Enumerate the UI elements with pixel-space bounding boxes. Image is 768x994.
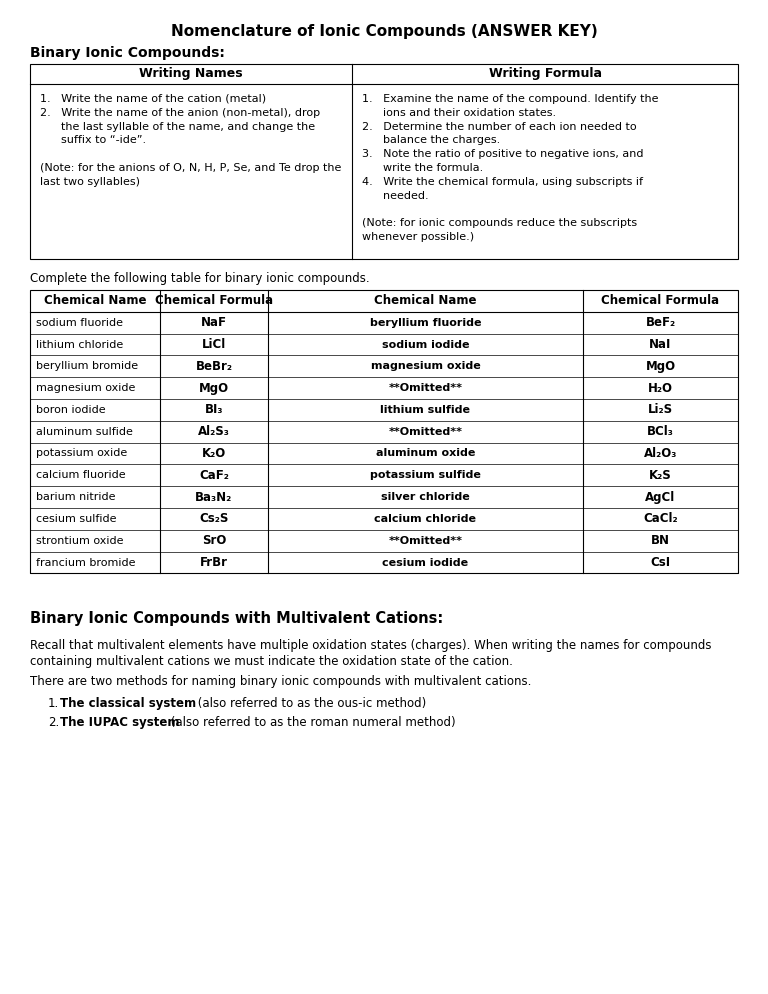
Text: beryllium bromide: beryllium bromide bbox=[36, 361, 138, 372]
Text: calcium fluoride: calcium fluoride bbox=[36, 470, 126, 480]
Text: **Omitted**: **Omitted** bbox=[389, 536, 462, 546]
Text: balance the charges.: balance the charges. bbox=[362, 135, 501, 145]
Text: strontium oxide: strontium oxide bbox=[36, 536, 124, 546]
Text: 2.   Determine the number of each ion needed to: 2. Determine the number of each ion need… bbox=[362, 121, 637, 131]
Text: AgCl: AgCl bbox=[645, 491, 676, 504]
Bar bbox=[30, 64, 738, 259]
Text: boron iodide: boron iodide bbox=[36, 405, 106, 414]
Text: magnesium oxide: magnesium oxide bbox=[371, 361, 480, 372]
Text: silver chloride: silver chloride bbox=[381, 492, 470, 502]
Text: NaI: NaI bbox=[649, 338, 672, 351]
Text: MgO: MgO bbox=[199, 382, 229, 395]
Text: cesium sulfide: cesium sulfide bbox=[36, 514, 117, 524]
Text: lithium sulfide: lithium sulfide bbox=[380, 405, 471, 414]
Text: (Note: for the anions of O, N, H, P, Se, and Te drop the: (Note: for the anions of O, N, H, P, Se,… bbox=[40, 163, 341, 173]
Text: Chemical Formula: Chemical Formula bbox=[601, 294, 720, 307]
Text: K₂O: K₂O bbox=[202, 447, 226, 460]
Text: SrO: SrO bbox=[202, 534, 227, 548]
Text: MgO: MgO bbox=[645, 360, 676, 373]
Text: barium nitride: barium nitride bbox=[36, 492, 115, 502]
Text: 1.   Examine the name of the compound. Identify the: 1. Examine the name of the compound. Ide… bbox=[362, 94, 659, 104]
Text: the last syllable of the name, and change the: the last syllable of the name, and chang… bbox=[40, 121, 315, 131]
Text: 2.   Write the name of the anion (non-metal), drop: 2. Write the name of the anion (non-meta… bbox=[40, 107, 320, 118]
Text: Al₂S₃: Al₂S₃ bbox=[198, 425, 230, 438]
Text: BN: BN bbox=[651, 534, 670, 548]
Text: **Omitted**: **Omitted** bbox=[389, 383, 462, 393]
Text: sodium iodide: sodium iodide bbox=[382, 340, 469, 350]
Text: There are two methods for naming binary ionic compounds with multivalent cations: There are two methods for naming binary … bbox=[30, 675, 531, 688]
Text: needed.: needed. bbox=[362, 191, 429, 201]
Text: CaF₂: CaF₂ bbox=[199, 469, 229, 482]
Text: The classical system: The classical system bbox=[60, 697, 196, 710]
Bar bbox=[30, 290, 738, 574]
Text: (Note: for ionic compounds reduce the subscripts: (Note: for ionic compounds reduce the su… bbox=[362, 219, 637, 229]
Text: lithium chloride: lithium chloride bbox=[36, 340, 123, 350]
Text: Nomenclature of Ionic Compounds (ANSWER KEY): Nomenclature of Ionic Compounds (ANSWER … bbox=[170, 24, 598, 39]
Text: cesium iodide: cesium iodide bbox=[382, 558, 468, 568]
Text: 1.   Write the name of the cation (metal): 1. Write the name of the cation (metal) bbox=[40, 94, 266, 104]
Text: write the formula.: write the formula. bbox=[362, 163, 483, 173]
Text: whenever possible.): whenever possible.) bbox=[362, 232, 475, 242]
Text: Writing Formula: Writing Formula bbox=[488, 68, 601, 81]
Text: K₂S: K₂S bbox=[649, 469, 672, 482]
Text: Chemical Name: Chemical Name bbox=[44, 294, 146, 307]
Text: BeF₂: BeF₂ bbox=[645, 316, 676, 329]
Text: Ba₃N₂: Ba₃N₂ bbox=[195, 491, 233, 504]
Text: BI₃: BI₃ bbox=[205, 404, 223, 416]
Text: Binary Ionic Compounds:: Binary Ionic Compounds: bbox=[30, 46, 225, 60]
Text: Chemical Name: Chemical Name bbox=[374, 294, 477, 307]
Text: ions and their oxidation states.: ions and their oxidation states. bbox=[362, 107, 556, 118]
Text: 1.: 1. bbox=[48, 697, 59, 710]
Text: (also referred to as the roman numeral method): (also referred to as the roman numeral m… bbox=[167, 716, 456, 729]
Text: H₂O: H₂O bbox=[648, 382, 673, 395]
Text: containing multivalent cations we must indicate the oxidation state of the catio: containing multivalent cations we must i… bbox=[30, 655, 513, 668]
Text: Writing Names: Writing Names bbox=[139, 68, 243, 81]
Text: 4.   Write the chemical formula, using subscripts if: 4. Write the chemical formula, using sub… bbox=[362, 177, 643, 187]
Text: Recall that multivalent elements have multiple oxidation states (charges). When : Recall that multivalent elements have mu… bbox=[30, 639, 711, 652]
Text: francium bromide: francium bromide bbox=[36, 558, 135, 568]
Text: magnesium oxide: magnesium oxide bbox=[36, 383, 135, 393]
Text: BCl₃: BCl₃ bbox=[647, 425, 674, 438]
Text: Chemical Formula: Chemical Formula bbox=[155, 294, 273, 307]
Text: Complete the following table for binary ionic compounds.: Complete the following table for binary … bbox=[30, 272, 369, 285]
Text: potassium sulfide: potassium sulfide bbox=[370, 470, 481, 480]
Text: Al₂O₃: Al₂O₃ bbox=[644, 447, 677, 460]
Text: Cs₂S: Cs₂S bbox=[200, 512, 229, 526]
Text: FrBr: FrBr bbox=[200, 556, 228, 569]
Text: 2.: 2. bbox=[48, 716, 59, 729]
Text: calcium chloride: calcium chloride bbox=[375, 514, 476, 524]
Text: LiCl: LiCl bbox=[202, 338, 226, 351]
Text: Li₂S: Li₂S bbox=[648, 404, 673, 416]
Text: The IUPAC system: The IUPAC system bbox=[60, 716, 180, 729]
Text: suffix to “-ide”.: suffix to “-ide”. bbox=[40, 135, 146, 145]
Text: potassium oxide: potassium oxide bbox=[36, 448, 127, 458]
Text: CaCl₂: CaCl₂ bbox=[643, 512, 678, 526]
Text: last two syllables): last two syllables) bbox=[40, 177, 140, 187]
Text: Binary Ionic Compounds with Multivalent Cations:: Binary Ionic Compounds with Multivalent … bbox=[30, 611, 443, 626]
Text: **Omitted**: **Omitted** bbox=[389, 426, 462, 436]
Text: aluminum sulfide: aluminum sulfide bbox=[36, 426, 133, 436]
Text: NaF: NaF bbox=[201, 316, 227, 329]
Text: CsI: CsI bbox=[650, 556, 670, 569]
Text: aluminum oxide: aluminum oxide bbox=[376, 448, 475, 458]
Text: beryllium fluoride: beryllium fluoride bbox=[369, 318, 482, 328]
Text: sodium fluoride: sodium fluoride bbox=[36, 318, 123, 328]
Text: 3.   Note the ratio of positive to negative ions, and: 3. Note the ratio of positive to negativ… bbox=[362, 149, 644, 159]
Text: (also referred to as the ous-ic method): (also referred to as the ous-ic method) bbox=[194, 697, 426, 710]
Text: BeBr₂: BeBr₂ bbox=[196, 360, 233, 373]
